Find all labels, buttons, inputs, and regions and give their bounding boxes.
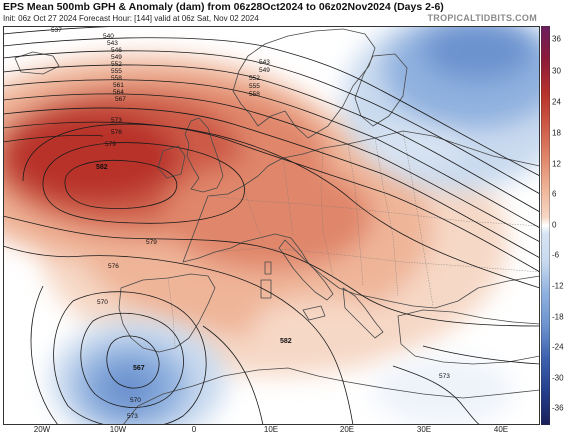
longitude-label: 0 xyxy=(191,425,197,434)
colorbar-tick-label: 18 xyxy=(552,128,561,138)
contour-label: 564 xyxy=(113,89,124,96)
contour-label: 576 xyxy=(111,129,122,136)
iberia-coast xyxy=(118,273,216,353)
finland-coast xyxy=(354,53,408,127)
low-ring-2 xyxy=(53,291,207,425)
longitude-label: 40E xyxy=(493,425,509,434)
country-borders xyxy=(167,130,540,349)
map-frame xyxy=(3,26,540,425)
header: EPS Mean 500mb GPH & Anomaly (dam) from … xyxy=(0,0,570,26)
contour-label: 549 xyxy=(111,54,122,61)
greece-balkans-coast xyxy=(342,287,384,339)
contour-label: 558 xyxy=(249,91,260,98)
colorbar-tick-label: 30 xyxy=(552,66,561,76)
brand-logo-text: TROPICALTIDBITS.COM xyxy=(427,13,537,23)
high-ring-mid xyxy=(42,142,245,224)
sardinia-coast xyxy=(260,279,272,299)
contour-label: 555 xyxy=(111,68,122,75)
italy-coast xyxy=(278,239,334,301)
contour-label: 573 xyxy=(111,117,122,124)
height-contours xyxy=(3,26,540,425)
high-center-label: 582 xyxy=(96,164,108,171)
ireland-coast xyxy=(157,145,186,179)
colorbar-tick-label: 0 xyxy=(552,220,557,230)
colorbar-tick-label: -6 xyxy=(552,250,560,260)
contour-label: 552 xyxy=(111,61,122,68)
init-line: Init: 06z Oct 27 2024 Forecast Hour: [14… xyxy=(3,14,259,23)
contour-label: 552 xyxy=(249,75,260,82)
contour-label: 543 xyxy=(107,40,118,47)
contour-label: 570 xyxy=(130,397,141,404)
north-africa-coast xyxy=(122,367,540,425)
pressure-centers: 582 582 567 xyxy=(96,164,292,372)
corsica-coast xyxy=(264,261,272,275)
longitude-label: 30E xyxy=(416,425,432,434)
map-canvas: 537 540 543 546 549 552 555 558 561 564 … xyxy=(3,26,540,425)
contour-label: 576 xyxy=(108,263,119,270)
low-ring-outer xyxy=(30,285,59,425)
continental-europe-coast xyxy=(182,130,540,309)
contour-label: 579 xyxy=(105,141,116,148)
map-title: EPS Mean 500mb GPH & Anomaly (dam) from … xyxy=(3,1,444,13)
scandinavia-coast xyxy=(232,28,376,139)
high-ring-outer xyxy=(22,123,540,289)
contour-label: 543 xyxy=(259,59,270,66)
contour-labels: 537 540 543 546 549 552 555 558 561 564 … xyxy=(51,27,450,420)
longitude-label: 10E xyxy=(263,425,279,434)
contour-label: 549 xyxy=(259,67,270,74)
colorbar-tick-label: -12 xyxy=(552,281,564,291)
low-ring-3 xyxy=(80,312,184,408)
longitude-label: 20E xyxy=(339,425,355,434)
colorbar-tick-label: -18 xyxy=(552,312,564,322)
colorbar-tick-label: -30 xyxy=(552,373,564,383)
high-center-label: 582 xyxy=(280,338,292,345)
low-center-label: 567 xyxy=(133,365,145,372)
contour-label: 573 xyxy=(127,413,138,420)
colorbar-tick-label: 12 xyxy=(552,159,561,169)
turkey-coast xyxy=(397,309,540,365)
contour-label: 570 xyxy=(97,299,108,306)
high-ring-inner xyxy=(64,160,178,209)
contour-label: 579 xyxy=(146,239,157,246)
contour-label: 573 xyxy=(439,373,450,380)
anomaly-colorbar xyxy=(541,26,550,425)
longitude-label: 10W xyxy=(109,425,127,434)
contour-label: 546 xyxy=(111,47,122,54)
sicily-coast xyxy=(302,305,326,321)
contour-label: 540 xyxy=(103,33,114,40)
low-ring-4 xyxy=(106,335,160,389)
colorbar-tick-label: 36 xyxy=(552,34,561,44)
contour-label: 537 xyxy=(51,27,62,34)
longitude-label: 20W xyxy=(33,425,51,434)
land-outlines xyxy=(14,28,540,425)
contour-label: 561 xyxy=(113,82,124,89)
colorbar-tick-label: 24 xyxy=(552,97,561,107)
iceland-coast xyxy=(14,51,60,75)
contour-label: 558 xyxy=(111,75,122,82)
colorbar-tick-label: -36 xyxy=(552,403,564,413)
colorbar-tick-label: 6 xyxy=(552,189,557,199)
contour-label: 555 xyxy=(249,83,260,90)
contour-label: 567 xyxy=(115,96,126,103)
colorbar-tick-label: -24 xyxy=(552,342,564,352)
colorbar-fill xyxy=(541,26,550,425)
